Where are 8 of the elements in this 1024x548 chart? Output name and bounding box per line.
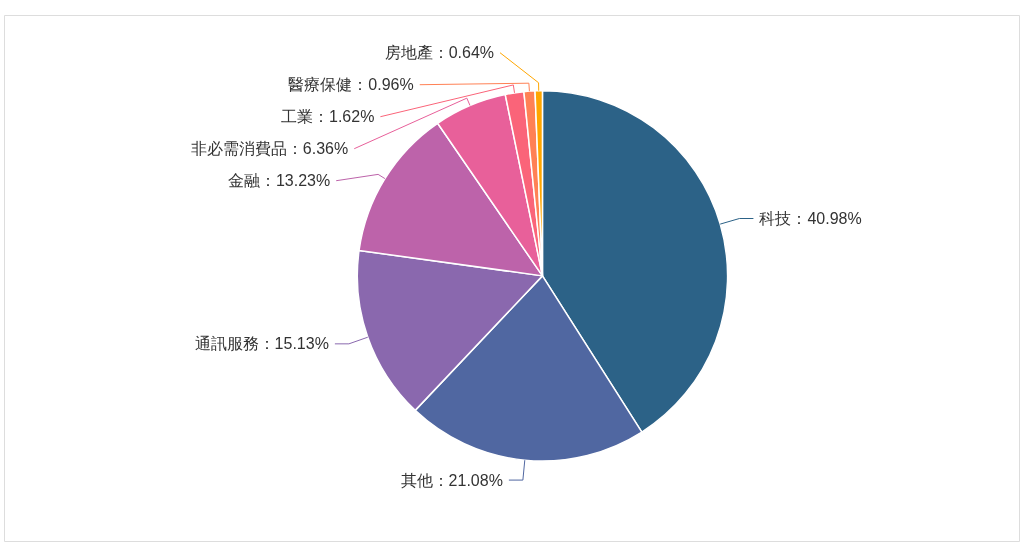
slice-label: 房地產：0.64% (384, 44, 495, 62)
slice-label: 醫療保健：0.96% (288, 76, 414, 94)
slice-label: 科技：40.98% (759, 210, 862, 228)
slice-label: 其他：21.08% (400, 471, 503, 489)
slice-label: 非必需消費品：6.36% (190, 140, 349, 158)
slice-label: 金融：13.23% (227, 172, 331, 190)
slice-label: 工業：1.62% (281, 108, 375, 126)
slice-label: 通訊服務：15.13% (194, 335, 329, 353)
